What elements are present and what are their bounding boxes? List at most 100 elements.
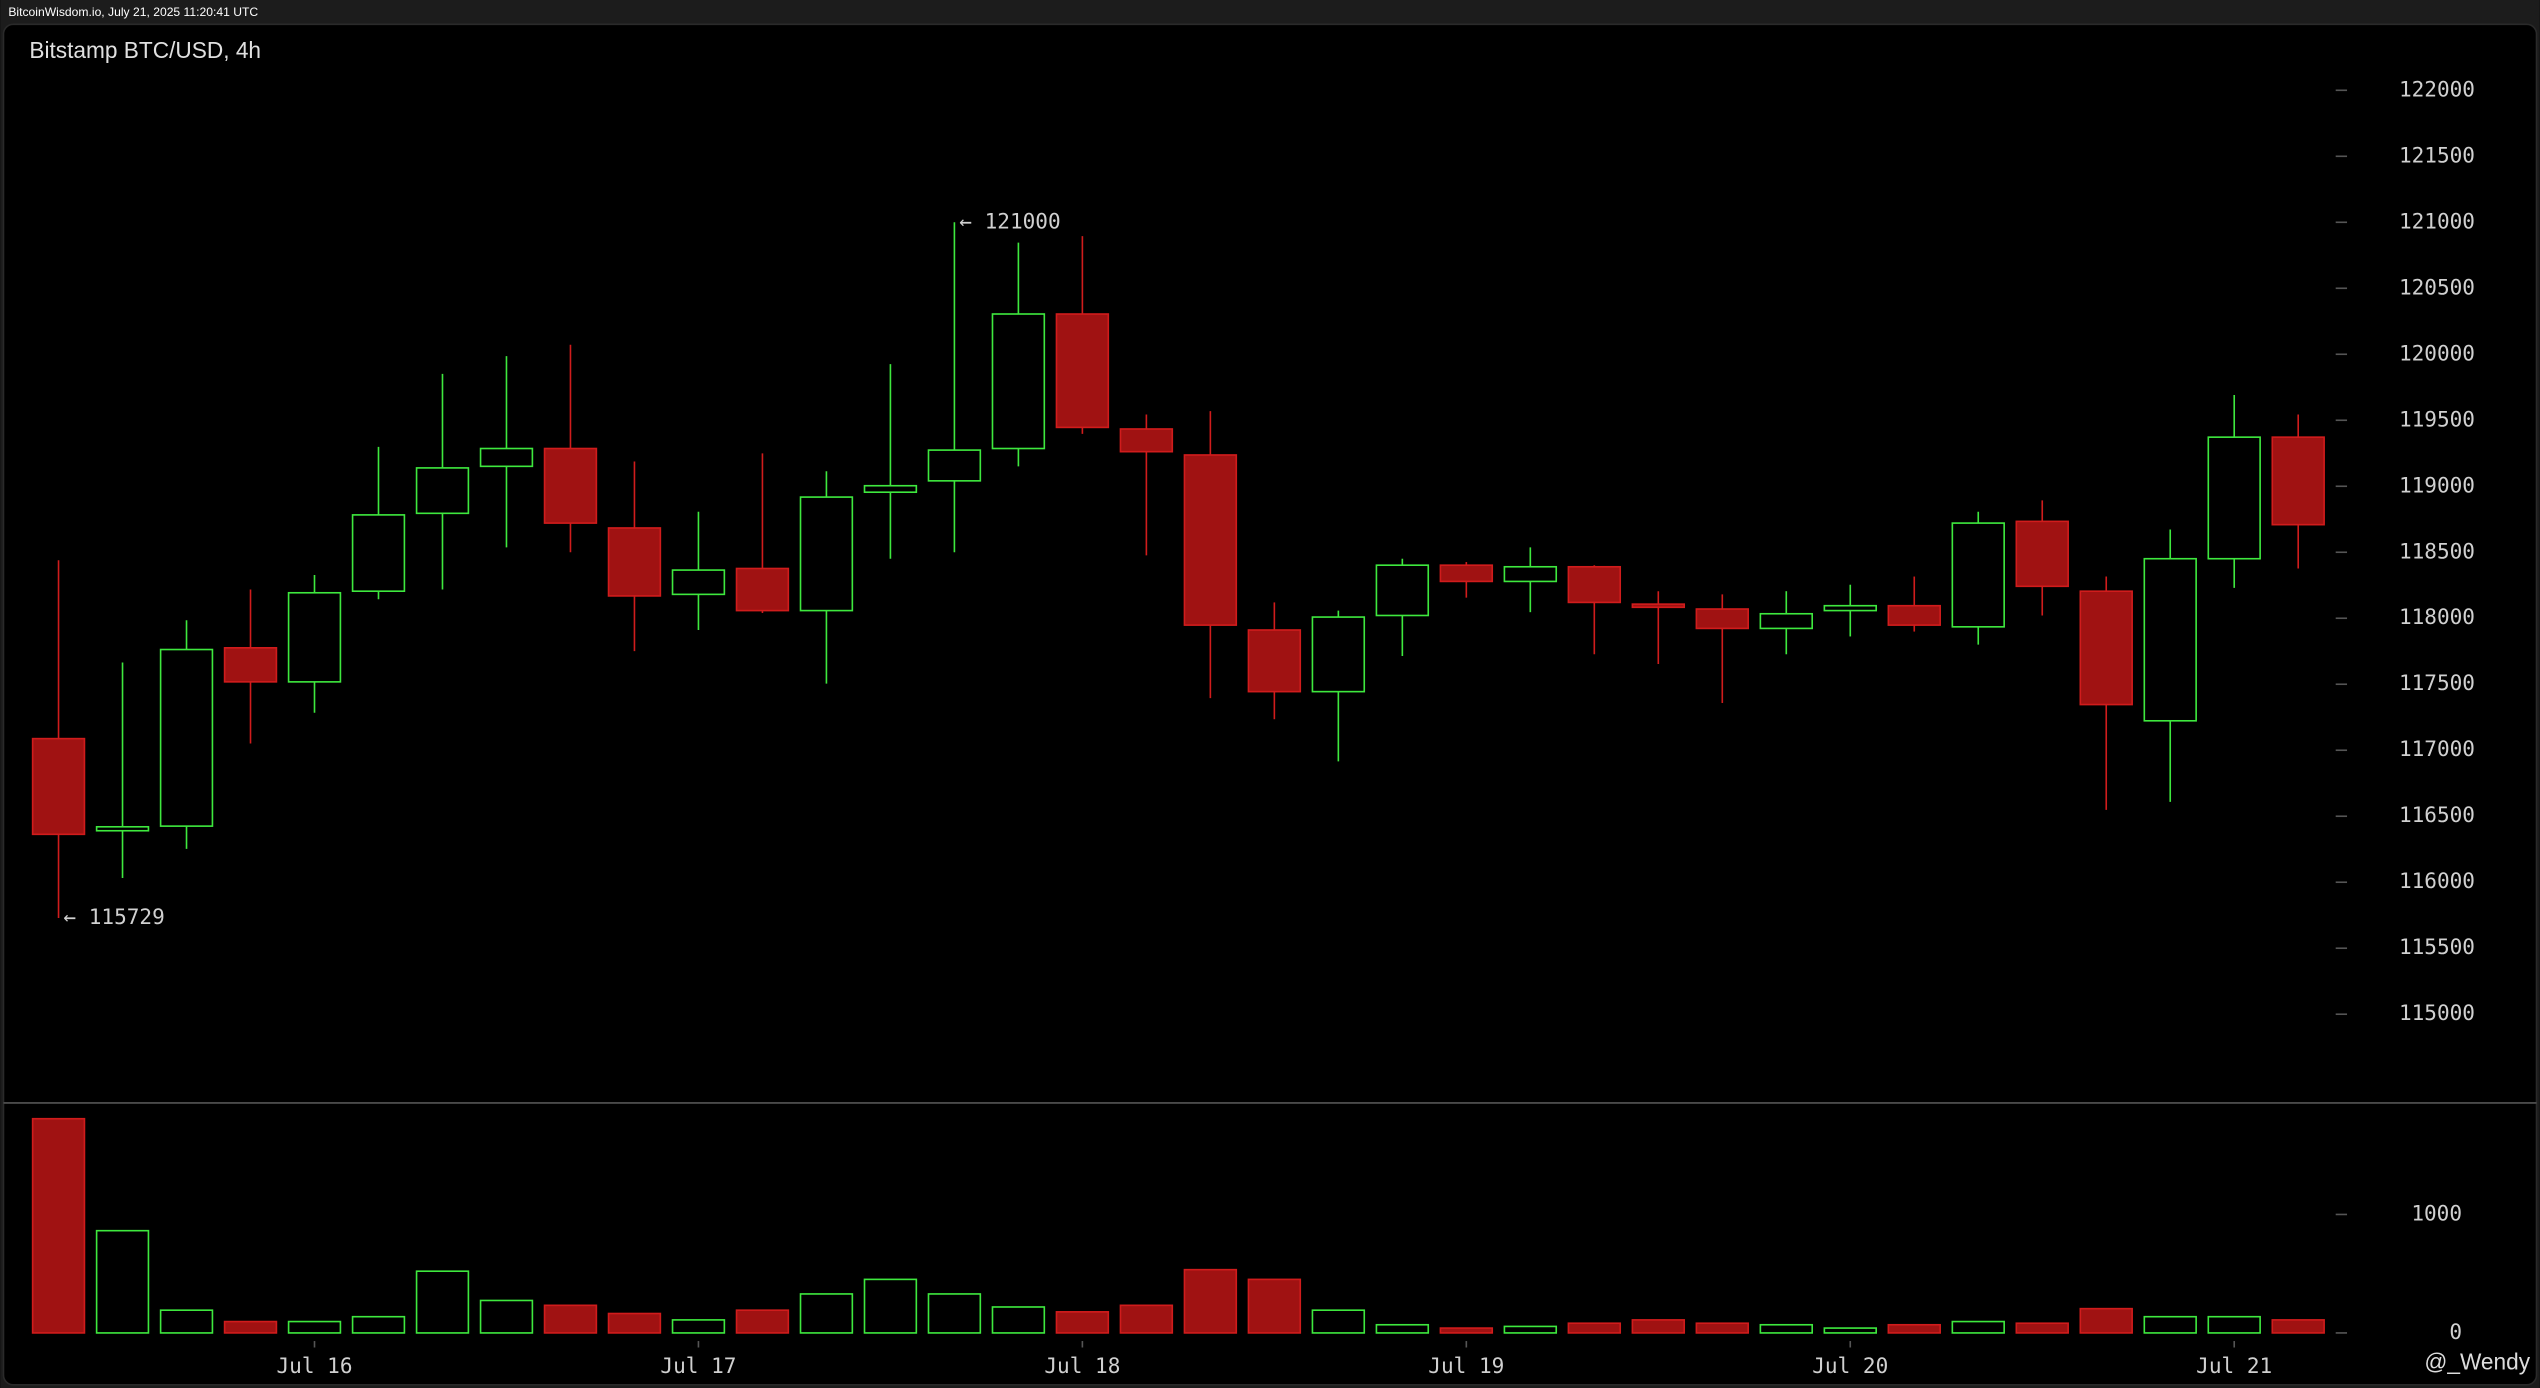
candle-body — [2271, 436, 2325, 526]
volume-bar — [1503, 1325, 1558, 1334]
candle-body — [543, 447, 598, 524]
x-tick-label: Jul 21 — [2196, 1353, 2272, 1378]
y-tick-label: 117500 — [2399, 670, 2475, 695]
y-tick-label: 119500 — [2399, 406, 2475, 431]
y-tick-label: 115500 — [2399, 934, 2475, 959]
chart-title: Bitstamp BTC/USD, 4h — [29, 37, 261, 63]
candle-body — [2143, 557, 2197, 722]
volume-bar — [927, 1293, 982, 1334]
volume-bar — [2207, 1315, 2261, 1334]
volume-bar — [799, 1293, 854, 1334]
volume-bar — [863, 1278, 918, 1334]
volume-bar — [1951, 1320, 2005, 1334]
volume-bar — [223, 1320, 278, 1334]
x-tick-label: Jul 17 — [660, 1353, 736, 1378]
y-tick-label: 120000 — [2399, 340, 2475, 365]
annotation: ← 121000 — [959, 208, 1060, 233]
volume-bar — [607, 1312, 662, 1334]
candle-body — [1567, 565, 1622, 604]
candle-body — [1311, 616, 1366, 693]
volume-bar — [1887, 1323, 1941, 1334]
y-tick-label: 121000 — [2399, 208, 2475, 233]
y-tick-label: 121500 — [2399, 142, 2475, 167]
volume-bar — [2143, 1315, 2197, 1334]
candle-body — [1503, 565, 1558, 583]
candle-body — [863, 484, 918, 494]
chart-panel — [2, 23, 2538, 1386]
volume-bar — [2271, 1319, 2325, 1334]
volume-bar — [1375, 1323, 1430, 1334]
candle-body — [1695, 608, 1750, 630]
y-tick-label: 118500 — [2399, 538, 2475, 563]
volume-bar — [159, 1309, 214, 1334]
candle-body — [2207, 436, 2261, 560]
y-tick-label: 118000 — [2399, 604, 2475, 629]
y-tick-label: 120500 — [2399, 274, 2475, 299]
candle-body — [223, 647, 278, 683]
candle-body — [1247, 629, 1302, 693]
x-tick-label: Jul 18 — [1044, 1353, 1120, 1378]
candle-body — [159, 648, 214, 827]
candle-body — [1183, 454, 1238, 626]
volume-bar — [1823, 1327, 1877, 1334]
candle-body — [1759, 612, 1814, 630]
volume-bar — [287, 1320, 342, 1334]
volume-bar — [95, 1229, 150, 1334]
candle-body — [479, 447, 534, 468]
volume-bar — [1695, 1322, 1750, 1334]
y-tick-label: 115000 — [2399, 1000, 2475, 1025]
candle-body — [1631, 603, 1686, 609]
volume-bar — [415, 1270, 470, 1334]
candle-body — [415, 467, 470, 515]
volume-bar — [543, 1304, 598, 1334]
x-tick-label: Jul 19 — [1428, 1353, 1504, 1378]
candle-body — [1439, 564, 1494, 583]
candle-body — [799, 496, 854, 612]
volume-bar — [991, 1306, 1046, 1334]
y-tick-label: 116000 — [2399, 868, 2475, 893]
volume-bar — [735, 1309, 790, 1334]
candle-body — [1119, 428, 1174, 453]
candle-body — [2015, 520, 2069, 588]
candle-body — [351, 514, 406, 592]
annotation: ← 115729 — [63, 904, 164, 929]
x-tick-label: Jul 20 — [1812, 1353, 1888, 1378]
volume-bar — [1247, 1278, 1302, 1334]
volume-bar — [479, 1299, 534, 1334]
volume-bar — [1631, 1319, 1686, 1334]
volume-bar — [1183, 1268, 1238, 1334]
volume-bar — [1311, 1309, 1366, 1334]
header: BitcoinWisdom.io, July 21, 2025 11:20:41… — [8, 5, 258, 19]
volume-bar — [1759, 1323, 1814, 1334]
volume-bar — [2079, 1307, 2133, 1334]
candle-body — [287, 591, 342, 683]
volume-bar — [2015, 1322, 2069, 1334]
candle-body — [1055, 313, 1110, 429]
candle-body — [735, 567, 790, 612]
volume-bar — [1439, 1327, 1494, 1334]
volume-tick-label: 0 — [2449, 1319, 2462, 1344]
candle-body — [31, 737, 86, 836]
candle-body — [1951, 522, 2005, 628]
candle-body — [671, 569, 726, 596]
volume-bar — [1119, 1304, 1174, 1334]
watermark: @_Wendy — [2424, 1349, 2530, 1375]
candle-body — [927, 449, 982, 482]
candle-body — [95, 825, 150, 832]
y-tick-label: 117000 — [2399, 736, 2475, 761]
y-tick-label: 116500 — [2399, 802, 2475, 827]
volume-bar — [1055, 1311, 1110, 1334]
volume-tick-label: 1000 — [2411, 1200, 2462, 1225]
x-tick-label: Jul 16 — [276, 1353, 352, 1378]
volume-bar — [31, 1117, 86, 1334]
candle-body — [1823, 604, 1877, 612]
y-tick-label: 122000 — [2399, 76, 2475, 101]
volume-bar — [351, 1315, 406, 1334]
candle-body — [2079, 590, 2133, 706]
volume-bar — [671, 1319, 726, 1334]
candle-body — [1375, 564, 1430, 617]
volume-bar — [1567, 1322, 1622, 1334]
y-tick-label: 119000 — [2399, 472, 2475, 497]
